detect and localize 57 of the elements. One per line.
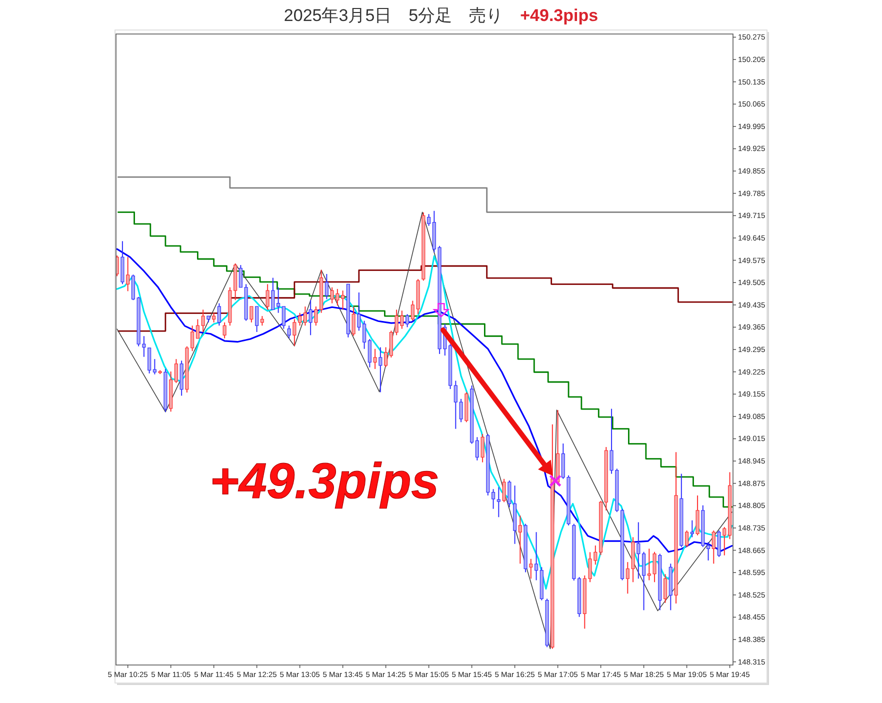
candlestick [642, 551, 646, 611]
candlestick [378, 346, 382, 393]
candlestick [324, 273, 328, 300]
candlestick [496, 486, 500, 518]
candlestick [217, 302, 221, 326]
candlestick [255, 306, 259, 332]
candlestick [148, 347, 152, 374]
candlestick [271, 277, 275, 310]
candlestick [406, 314, 410, 328]
chart-title: 2025年3月5日 5分足 売り +49.3pips [284, 6, 598, 25]
candlestick [492, 488, 496, 510]
candlestick [352, 306, 356, 336]
candlestick [303, 306, 307, 326]
candlestick [480, 433, 484, 463]
candlestick [282, 306, 286, 330]
candlestick [287, 325, 291, 339]
candlestick [502, 478, 506, 503]
candlestick [696, 494, 700, 536]
candlestick [190, 325, 194, 352]
candlestick [427, 214, 431, 226]
candlestick [212, 312, 216, 323]
candlestick [308, 300, 312, 336]
candlestick [685, 530, 689, 548]
candlestick [298, 312, 302, 326]
candlestick [384, 346, 388, 368]
candlestick [238, 264, 242, 288]
candlestick [518, 515, 522, 564]
candlestick [126, 256, 130, 292]
candlestick [174, 358, 178, 384]
candlestick [534, 532, 538, 581]
candlestick [341, 290, 345, 310]
candlestick [276, 286, 280, 314]
candlestick [368, 338, 372, 368]
candlestick [250, 306, 254, 323]
candlestick [508, 480, 512, 508]
candlestick [266, 284, 270, 310]
candlestick [260, 316, 264, 326]
candlestick [706, 541, 710, 561]
candlestick [529, 558, 533, 580]
candlestick [636, 522, 640, 580]
candlestick [196, 318, 200, 339]
candlestick [690, 520, 694, 538]
candlestick [373, 348, 377, 370]
annotation: +49.3pips [210, 452, 440, 509]
candlestick [712, 530, 716, 564]
candlestick [152, 358, 156, 375]
candlestick [362, 320, 366, 350]
candlestick [475, 436, 479, 461]
candlestick [357, 292, 361, 332]
candlestick [314, 306, 318, 326]
candlestick [664, 574, 668, 604]
candlestick [717, 530, 721, 558]
candlestick [201, 309, 205, 332]
candlestick [292, 318, 296, 346]
candlestick [722, 526, 726, 556]
candlestick [131, 274, 135, 301]
candlestick [222, 322, 226, 339]
